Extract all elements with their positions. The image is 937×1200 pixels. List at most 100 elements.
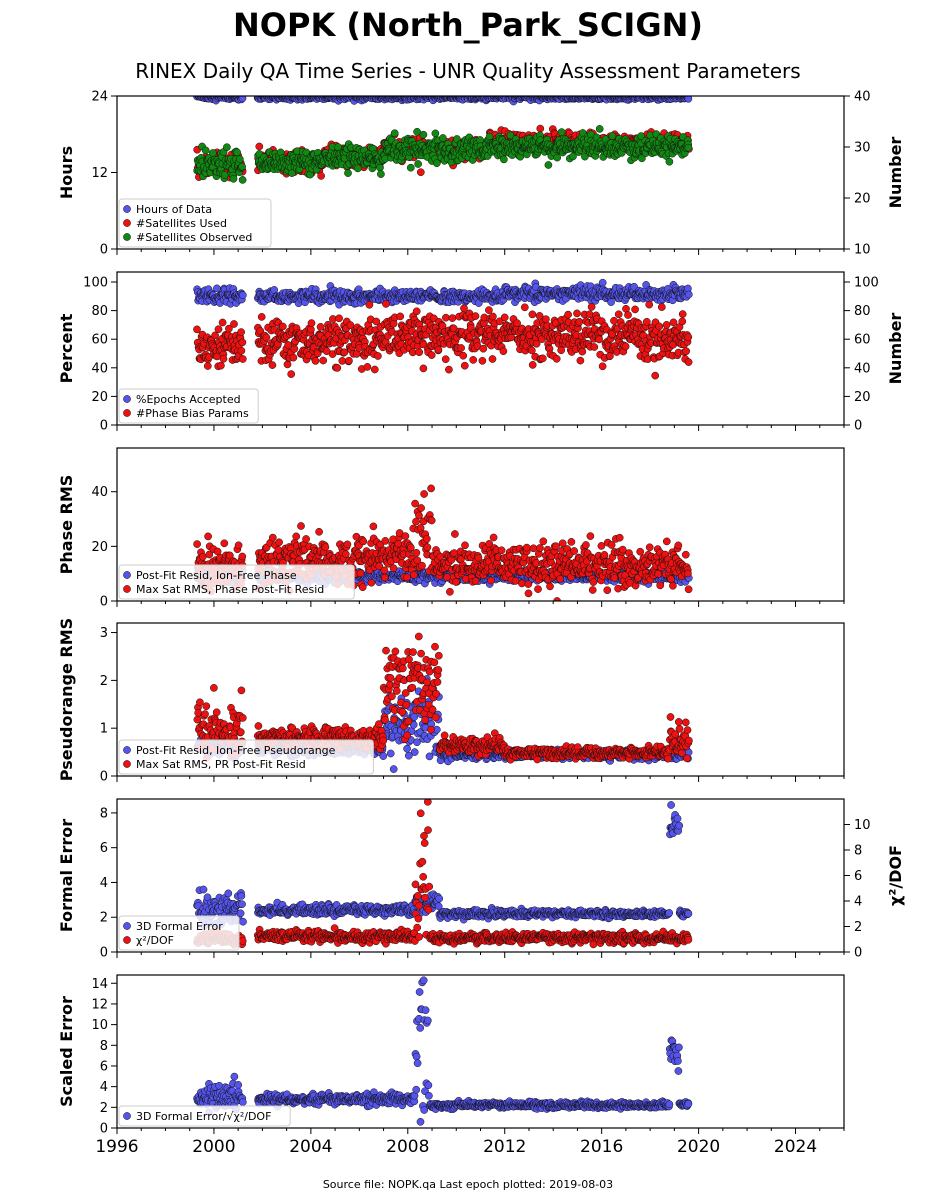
data-point [408, 348, 417, 357]
data-point [606, 352, 614, 360]
data-point [500, 313, 509, 322]
data-point [576, 356, 585, 365]
data-point [682, 347, 691, 356]
data-point [238, 96, 247, 103]
data-point [684, 96, 693, 103]
data-point [229, 174, 238, 183]
legend-box [118, 388, 259, 424]
data-point [528, 361, 537, 369]
figure-title: NOPK (North_Park_SCIGN) [233, 6, 703, 44]
data-point [460, 361, 469, 370]
data-point [651, 371, 660, 380]
data-point [335, 314, 343, 323]
data-point [642, 317, 651, 326]
y-axis-label-right: Number [886, 313, 905, 385]
data-point [396, 312, 405, 321]
data-point [460, 304, 468, 313]
data-point [657, 303, 666, 311]
y-tick-label: 20 [91, 390, 108, 405]
y-tick-label-right: 30 [854, 141, 871, 156]
data-point [621, 342, 630, 351]
legend-label: Hours of Data [136, 203, 212, 216]
data-points [193, 96, 693, 184]
data-point [238, 291, 247, 299]
data-point [595, 125, 604, 133]
data-point [499, 347, 508, 356]
data-point [485, 306, 493, 314]
data-point [432, 159, 441, 168]
data-point [469, 356, 478, 364]
data-point [684, 290, 693, 299]
data-point [457, 344, 465, 352]
data-point [233, 148, 241, 157]
data-point [573, 309, 581, 318]
y-tick-label-right: 20 [854, 390, 871, 405]
data-point [479, 344, 488, 353]
data-point [344, 169, 352, 177]
data-point [311, 357, 320, 365]
data-point [257, 313, 266, 321]
data-point [513, 319, 521, 328]
data-point [578, 347, 587, 356]
y-tick-label-right: 40 [854, 361, 871, 376]
data-point [376, 163, 384, 172]
data-point [459, 351, 468, 360]
data-point [552, 354, 561, 363]
data-point [219, 354, 228, 363]
data-point [413, 127, 421, 136]
data-point [564, 310, 572, 319]
y-tick-label: 24 [91, 90, 108, 105]
data-point [441, 355, 450, 364]
data-point [268, 361, 277, 369]
y-tick-label-right: 60 [854, 333, 871, 348]
legend-label: %Epochs Accepted [136, 393, 241, 406]
legend-marker [123, 409, 131, 417]
data-point [553, 153, 562, 162]
data-point [225, 324, 233, 333]
data-point [595, 335, 603, 344]
data-point [223, 143, 231, 152]
data-point [488, 355, 497, 363]
data-point [471, 312, 480, 320]
data-point [431, 129, 440, 138]
data-point [684, 358, 693, 366]
data-point [536, 124, 545, 133]
data-point [283, 360, 292, 369]
data-point [211, 331, 219, 340]
data-point [220, 171, 229, 179]
data-point [557, 346, 566, 355]
legend-marker [123, 219, 131, 227]
y-tick-label-right: 100 [854, 276, 879, 291]
data-point [289, 353, 298, 362]
data-point [235, 155, 244, 163]
data-point [655, 322, 664, 331]
data-point [607, 298, 615, 306]
data-point [389, 319, 398, 328]
data-point [284, 341, 293, 349]
data-point [678, 317, 687, 326]
series-1 [193, 278, 693, 309]
data-point [678, 310, 687, 318]
data-point [669, 318, 678, 327]
data-point [365, 300, 374, 309]
data-point [372, 317, 381, 326]
data-points [193, 278, 693, 380]
data-point [434, 345, 443, 354]
series-1 [193, 96, 693, 106]
series-3 [193, 125, 693, 184]
data-point [665, 157, 674, 166]
data-point [542, 315, 550, 324]
data-point [316, 323, 325, 331]
data-point [363, 363, 372, 371]
data-point [262, 333, 271, 342]
y-tick-label-right: 80 [854, 304, 871, 319]
data-point [442, 313, 450, 322]
legend-label: #Satellites Observed [136, 231, 252, 244]
data-point [557, 128, 566, 136]
data-point [230, 320, 238, 328]
data-point [414, 160, 422, 168]
data-point [587, 303, 596, 311]
